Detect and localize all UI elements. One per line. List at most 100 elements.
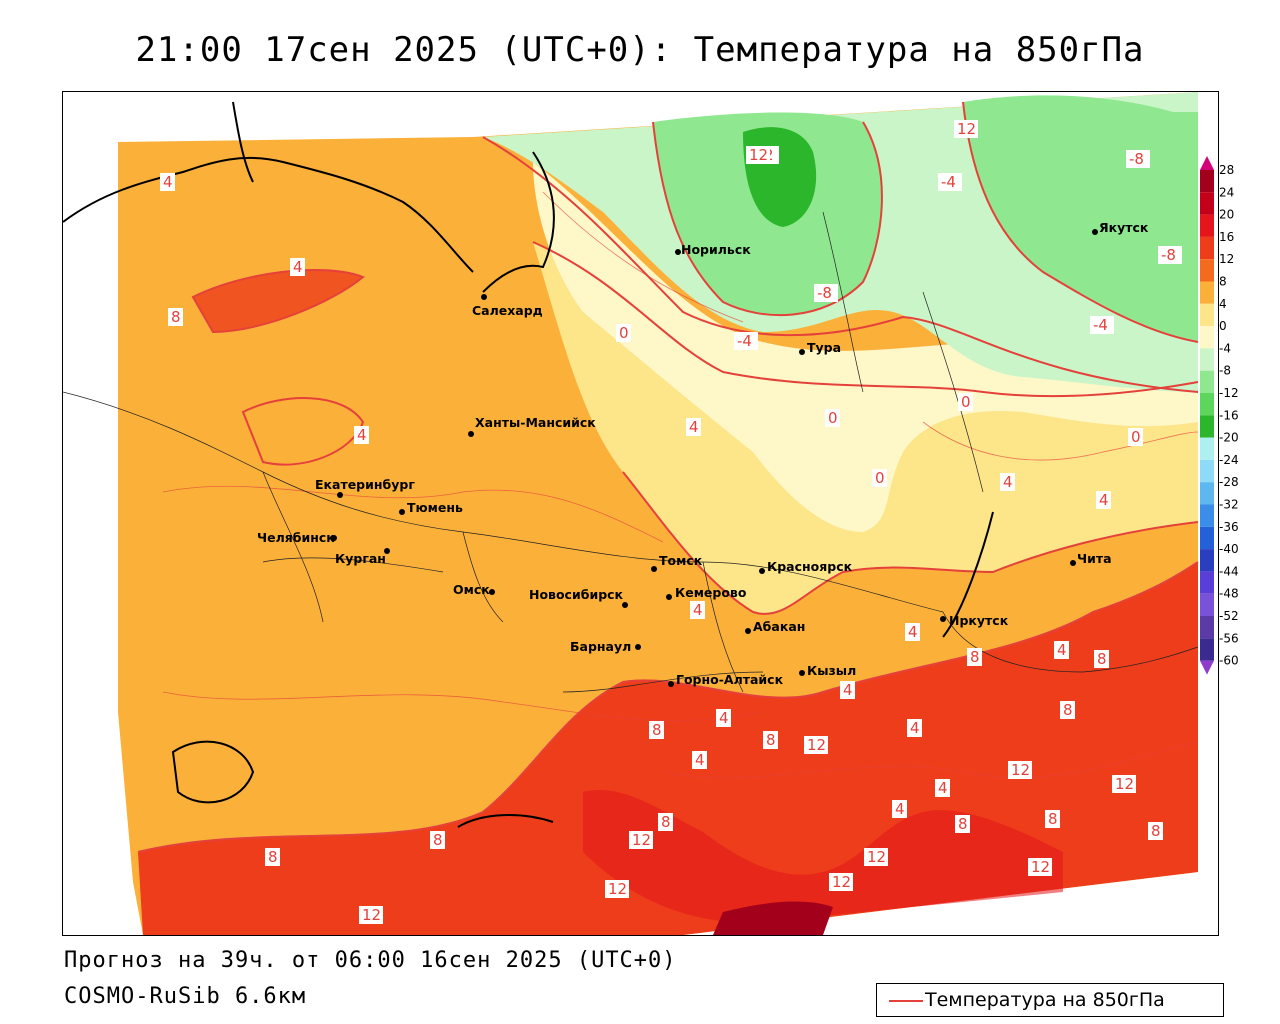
colorbar-swatch — [1200, 393, 1214, 416]
city-dot — [759, 568, 765, 574]
colorbar-swatch — [1200, 482, 1214, 505]
isotherm-label: 12 — [362, 906, 381, 924]
isotherm-label-box — [804, 736, 828, 754]
isotherm-label: 0 — [828, 409, 838, 427]
isotherm-label: 4 — [719, 709, 729, 727]
isotherm-label: 8 — [433, 831, 443, 849]
city-label-irkutsk: Иркутск — [949, 613, 1009, 628]
isotherm-label-box — [734, 332, 758, 350]
isotherm-label-box — [160, 173, 175, 191]
isotherm-label: 12 — [832, 873, 851, 891]
city-dot — [1092, 229, 1098, 235]
legend-line-swatch — [889, 1000, 923, 1002]
city-dot — [331, 535, 337, 541]
isotherm-label: 12 — [632, 831, 651, 849]
isotherm-label-box — [840, 681, 855, 699]
isotherm-label-box — [829, 873, 853, 891]
city-label-chelyabinsk: Челябинск — [257, 530, 335, 545]
isotherm-label: 4 — [910, 719, 920, 737]
city-dot — [799, 349, 805, 355]
city-dot — [940, 616, 946, 622]
isotherm-label-box — [864, 848, 888, 866]
colorbar-tick-label: 8 — [1219, 275, 1227, 289]
isotherm-label-box — [938, 173, 962, 191]
city-label-khanty-mansiysk: Ханты-Мансийск — [475, 415, 596, 430]
colorbar-swatch — [1200, 459, 1214, 483]
isotherm-label: 4 — [689, 418, 699, 436]
city-label-yakutsk: Якутск — [1099, 220, 1149, 235]
isotherm-label: -4 — [737, 332, 752, 350]
isotherm-label: 0 — [875, 469, 885, 487]
colorbar-swatch — [1200, 259, 1214, 282]
region-borders — [63, 211, 1199, 693]
isotherm-label: 12 — [867, 848, 886, 866]
isotherm-label-box — [354, 426, 369, 444]
temperature-map: Норильск Якутск Салехард Тура Ханты-Манс… — [63, 92, 1218, 935]
colorbar-tick-label: -48 — [1219, 587, 1239, 601]
isotherm-label-box — [1045, 810, 1060, 828]
colorbar-tick-label: -4 — [1219, 341, 1231, 355]
city-label-omsk: Омск — [453, 582, 490, 597]
isotherm-label-box — [1158, 246, 1182, 264]
city-label-kurgan: Курган — [335, 551, 386, 566]
colorbar-swatch — [1200, 214, 1214, 237]
colorbar-tick-label: 20 — [1219, 208, 1234, 222]
colorbar-swatch — [1200, 303, 1214, 327]
city-label-gorno-altaysk: Горно-Алтайск — [676, 672, 784, 687]
isotherm-label-box — [958, 393, 973, 411]
colorbar-swatch — [1200, 326, 1214, 349]
colorbar-tick-label: -20 — [1219, 431, 1239, 445]
city-label-tura: Тура — [807, 340, 841, 355]
colorbar-swatch — [1200, 616, 1214, 639]
colorbar-tick-label: -40 — [1219, 542, 1239, 556]
city-dot — [468, 431, 474, 437]
isotherm-labels: -12-8-8-4-8-8-4-400000444444444444444888… — [160, 120, 1182, 924]
isotherm-label: 8 — [766, 731, 776, 749]
isotherm-label: 0 — [619, 324, 629, 342]
isotherm-label-box — [649, 721, 664, 739]
isotherm-label-box — [1028, 858, 1052, 876]
city-dot — [1070, 560, 1076, 566]
city-markers — [331, 229, 1098, 687]
legend: Температура на 850гПа — [876, 983, 1224, 1017]
isotherm-label: 4 — [895, 800, 905, 818]
isotherm-label-box — [658, 813, 673, 831]
isotherm-label: -8 — [817, 284, 832, 302]
isotherm-label-box — [1090, 316, 1114, 334]
isotherm-label: -4 — [1093, 316, 1108, 334]
isotherm-label: 8 — [1048, 810, 1058, 828]
isotherm-label: 4 — [1057, 641, 1067, 659]
city-dot — [481, 294, 487, 300]
isotherm-label-box — [1112, 775, 1136, 793]
isotherm-label-box — [1054, 641, 1069, 659]
colorbar-tick-label: -60 — [1219, 654, 1239, 668]
west-orange-patch — [193, 269, 363, 332]
isotherm-label-box — [168, 308, 183, 326]
colorbar-tick-label: 4 — [1219, 297, 1227, 311]
isotherm-label: 0 — [1131, 428, 1141, 446]
map-area[interactable]: Норильск Якутск Салехард Тура Ханты-Манс… — [62, 91, 1219, 936]
isotherm-label: 4 — [695, 751, 705, 769]
colorbar: 28 24 20 16 12 8 4 0 -4 -8 -12 -16 -20 -24 -28 -32 -36 -4… — [1200, 156, 1239, 675]
isotherm-label: -4 — [941, 173, 956, 191]
isotherm-label-box — [967, 648, 982, 666]
isotherm-label-box — [892, 800, 907, 818]
isotherm-label: 4 — [938, 779, 948, 797]
legend-label: Температура на 850гПа — [925, 989, 1165, 1011]
isotherm-label-box — [1128, 428, 1143, 446]
isotherm-label: 8 — [1097, 650, 1107, 668]
isotherm-label-box — [935, 779, 950, 797]
isotherm-label-box — [265, 848, 280, 866]
isotherm-label-box — [763, 731, 778, 749]
colorbar-top-arrow — [1200, 156, 1214, 170]
isotherm-label: 4 — [1003, 473, 1013, 491]
thin-contours — [162, 191, 1199, 779]
isotherm-label-box — [905, 623, 920, 641]
isotherm-label-box — [359, 906, 383, 924]
colorbar-swatch — [1200, 370, 1214, 393]
city-label-chita: Чита — [1077, 551, 1112, 566]
isotherm-label: 12 — [807, 736, 826, 754]
colorbar-tick-label: -8 — [1219, 364, 1231, 378]
isotherm-label: 8 — [268, 848, 278, 866]
city-label-yekaterinburg: Екатеринбург — [315, 477, 415, 492]
